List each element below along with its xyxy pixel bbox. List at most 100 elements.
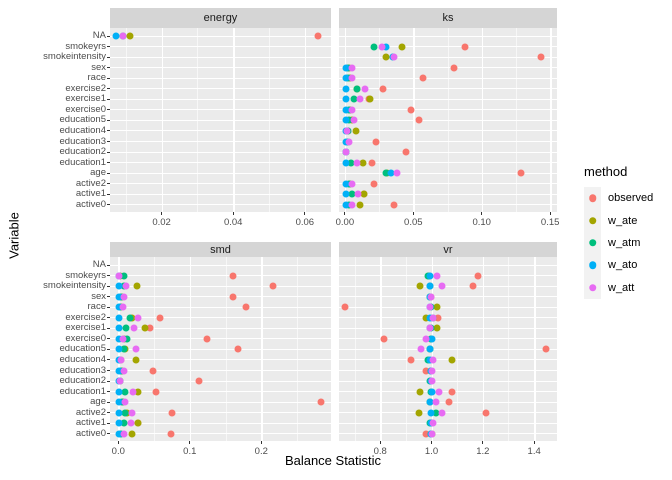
gridline-horizontal	[339, 264, 557, 266]
data-point-observed	[156, 314, 164, 322]
data-point-w_ate	[128, 430, 136, 438]
y-tick-mark	[107, 162, 110, 164]
data-point-w_att	[130, 324, 138, 332]
x-tick-mark	[117, 441, 119, 444]
gridline-minor	[508, 257, 510, 441]
y-tick-mark	[107, 67, 110, 69]
gridline-horizontal	[110, 46, 331, 48]
y-tick-label-smokeintensity: smokeintensity	[43, 51, 106, 63]
y-tick-label-smokeintensity: smokeintensity	[43, 280, 106, 292]
data-point-observed	[203, 335, 211, 343]
data-point-observed	[152, 388, 160, 396]
y-tick-mark	[107, 359, 110, 361]
y-tick-mark	[107, 264, 110, 266]
data-point-w_ato	[342, 74, 350, 82]
gridline-minor	[379, 28, 381, 212]
data-point-w_ate	[132, 356, 140, 364]
data-point-w_ato	[115, 282, 123, 290]
x-tick-mark	[431, 441, 432, 444]
data-point-w_atm	[126, 314, 134, 322]
y-tick-label-exercise0: exercise0	[65, 103, 106, 115]
x-tick-mark	[260, 441, 262, 444]
data-point-w_att	[348, 64, 356, 72]
gridline-horizontal	[110, 109, 331, 111]
gridline-horizontal	[339, 422, 557, 424]
gridline-minor	[447, 28, 449, 212]
data-point-w_ato	[426, 398, 434, 406]
gridline-horizontal	[110, 412, 331, 414]
gridline-horizontal	[339, 348, 557, 350]
data-point-w_att	[119, 32, 127, 40]
data-point-w_atm	[120, 345, 128, 353]
data-point-observed	[474, 272, 482, 280]
data-point-w_att	[348, 180, 356, 188]
y-tick-mark	[107, 109, 110, 111]
data-point-observed	[379, 85, 387, 93]
data-point-observed	[317, 398, 325, 406]
gridline-horizontal	[339, 412, 557, 414]
data-point-observed	[537, 53, 545, 61]
y-tick-label-NA: NA	[92, 30, 106, 41]
gridline-horizontal	[110, 348, 331, 350]
data-point-w_ate	[134, 419, 142, 427]
y-tick-mark	[107, 317, 110, 319]
data-point-w_ato	[426, 272, 434, 280]
gridline-major	[233, 28, 235, 212]
y-tick-mark	[107, 130, 110, 132]
legend-entries: observed w_ate w_atm w_ato w_att	[584, 187, 653, 299]
data-point-w_ato	[112, 32, 120, 40]
gridline-horizontal	[110, 172, 331, 174]
x-tick-label: 0.1	[183, 446, 197, 457]
facet-title-vr: vr	[443, 243, 453, 256]
gridline-minor	[197, 28, 199, 212]
y-tick-label-race: race	[87, 301, 106, 313]
data-point-observed	[167, 430, 175, 438]
x-tick-mark	[379, 441, 381, 444]
gridline-horizontal	[110, 370, 331, 371]
x-tick-mark	[189, 441, 191, 444]
y-tick-label-education5: education5	[59, 114, 106, 126]
data-point-w_att	[427, 293, 435, 301]
gridline-horizontal	[110, 359, 331, 361]
data-point-w_ato	[342, 95, 350, 103]
data-point-observed	[168, 409, 176, 417]
data-point-w_ate	[416, 282, 424, 290]
data-point-w_att	[342, 148, 350, 156]
data-point-w_att	[429, 314, 437, 322]
data-point-w_att	[120, 293, 128, 301]
y-tick-mark	[107, 88, 110, 90]
x-tick-label: 0.06	[295, 217, 315, 228]
gridline-minor	[125, 28, 127, 212]
data-point-w_att	[354, 190, 362, 198]
data-point-observed	[370, 180, 378, 188]
y-tick-label-education5: education5	[59, 343, 106, 355]
y-tick-label-education2: education2	[59, 375, 106, 387]
y-tick-label-exercise2: exercise2	[65, 311, 106, 323]
y-tick-mark	[107, 380, 110, 382]
y-tick-label-sex: sex	[91, 61, 106, 73]
data-point-w_ato	[115, 419, 123, 427]
data-point-w_atm	[350, 95, 358, 103]
gridline-horizontal	[339, 296, 557, 298]
data-point-w_att	[438, 282, 446, 290]
x-tick-label: 0.10	[472, 217, 491, 228]
legend-label-observed: observed	[608, 192, 654, 205]
facet-title-smd: smd	[210, 243, 231, 256]
data-point-w_att	[426, 324, 434, 332]
data-point-w_att	[353, 159, 361, 167]
data-point-w_att	[348, 201, 356, 209]
data-point-observed	[407, 356, 415, 364]
gridline-horizontal	[110, 422, 331, 424]
data-point-w_att	[426, 303, 434, 311]
x-tick-label: 0.2	[254, 446, 268, 457]
y-axis-title: Variable	[6, 212, 22, 259]
data-point-w_atm	[348, 190, 356, 198]
gridline-horizontal	[339, 275, 557, 277]
data-point-observed	[229, 293, 237, 301]
gridline-horizontal	[110, 162, 331, 164]
gridline-horizontal	[110, 264, 331, 266]
data-point-w_att	[121, 398, 129, 406]
data-point-w_ato	[342, 190, 350, 198]
data-point-w_att	[393, 169, 401, 177]
data-point-observed	[482, 409, 490, 417]
